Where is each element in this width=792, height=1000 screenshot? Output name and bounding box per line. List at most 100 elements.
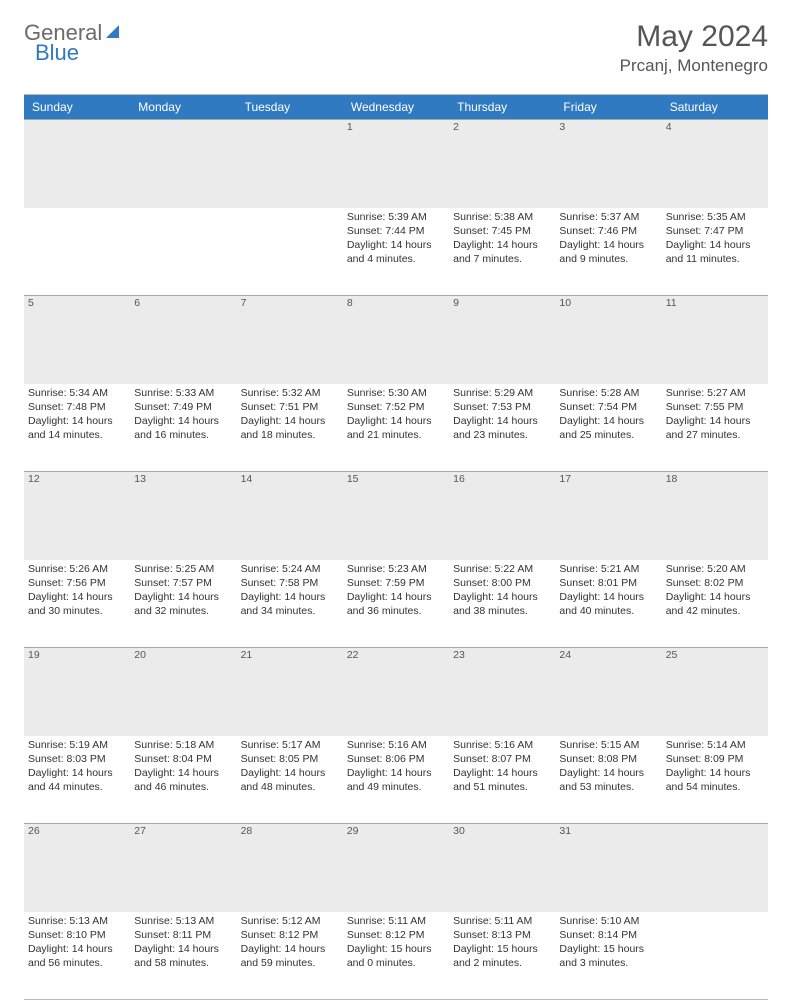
day-number: 8 — [343, 296, 449, 384]
day-cell: Sunrise: 5:13 AMSunset: 8:11 PMDaylight:… — [130, 912, 236, 1000]
sunset-text: Sunset: 8:10 PM — [28, 928, 126, 942]
day-number — [237, 120, 343, 208]
daylight-text: Daylight: 14 hours and 30 minutes. — [28, 590, 126, 618]
week-row: Sunrise: 5:34 AMSunset: 7:48 PM Daylight:… — [24, 384, 768, 472]
sunrise-text: Sunrise: 5:22 AM — [453, 562, 551, 576]
sunrise-text: Sunrise: 5:27 AM — [666, 386, 764, 400]
day-header: Monday — [130, 95, 236, 120]
sunset-text: Sunset: 7:54 PM — [559, 400, 657, 414]
daylight-text: Daylight: 14 hours and 48 minutes. — [241, 766, 339, 794]
daylight-text: Daylight: 14 hours and 23 minutes. — [453, 414, 551, 442]
daylight-text: Daylight: 14 hours and 7 minutes. — [453, 238, 551, 266]
calendar-table: SundayMondayTuesdayWednesdayThursdayFrid… — [24, 94, 768, 1000]
day-number: 30 — [449, 824, 555, 912]
sunrise-text: Sunrise: 5:17 AM — [241, 738, 339, 752]
day-number: 21 — [237, 648, 343, 736]
day-cell: Sunrise: 5:25 AMSunset: 7:57 PMDaylight:… — [130, 560, 236, 648]
daynum-row: 262728293031 — [24, 824, 768, 912]
daylight-text: Daylight: 14 hours and 11 minutes. — [666, 238, 764, 266]
daynum-row: 567891011 — [24, 296, 768, 384]
sunrise-text: Sunrise: 5:32 AM — [241, 386, 339, 400]
sunrise-text: Sunrise: 5:39 AM — [347, 210, 445, 224]
sunrise-text: Sunrise: 5:37 AM — [559, 210, 657, 224]
day-number: 18 — [662, 472, 768, 560]
daylight-text: Daylight: 14 hours and 32 minutes. — [134, 590, 232, 618]
day-cell: Sunrise: 5:17 AMSunset: 8:05 PMDaylight:… — [237, 736, 343, 824]
sunrise-text: Sunrise: 5:10 AM — [559, 914, 657, 928]
day-cell: Sunrise: 5:35 AMSunset: 7:47 PMDaylight:… — [662, 208, 768, 296]
sunrise-text: Sunrise: 5:26 AM — [28, 562, 126, 576]
sunrise-text: Sunrise: 5:14 AM — [666, 738, 764, 752]
sunrise-text: Sunrise: 5:20 AM — [666, 562, 764, 576]
day-cell: Sunrise: 5:38 AMSunset: 7:45 PMDaylight:… — [449, 208, 555, 296]
daylight-text: Daylight: 14 hours and 56 minutes. — [28, 942, 126, 970]
week-row: Sunrise: 5:13 AMSunset: 8:10 PMDaylight:… — [24, 912, 768, 1000]
day-cell: Sunrise: 5:18 AMSunset: 8:04 PMDaylight:… — [130, 736, 236, 824]
sunset-text: Sunset: 8:09 PM — [666, 752, 764, 766]
daynum-row: 19202122232425 — [24, 648, 768, 736]
daylight-text: Daylight: 14 hours and 4 minutes. — [347, 238, 445, 266]
day-number: 15 — [343, 472, 449, 560]
sunset-text: Sunset: 7:46 PM — [559, 224, 657, 238]
day-number: 20 — [130, 648, 236, 736]
day-number — [24, 120, 130, 208]
sunrise-text: Sunrise: 5:11 AM — [347, 914, 445, 928]
sunset-text: Sunset: 7:57 PM — [134, 576, 232, 590]
sunrise-text: Sunrise: 5:25 AM — [134, 562, 232, 576]
title-block: May 2024 Prcanj, Montenegro — [620, 20, 768, 76]
day-number: 10 — [555, 296, 661, 384]
week-row: Sunrise: 5:39 AMSunset: 7:44 PMDaylight:… — [24, 208, 768, 296]
sunset-text: Sunset: 7:51 PM — [241, 400, 339, 414]
month-title: May 2024 — [620, 20, 768, 54]
day-cell: Sunrise: 5:16 AMSunset: 8:07 PMDaylight:… — [449, 736, 555, 824]
sunrise-text: Sunrise: 5:38 AM — [453, 210, 551, 224]
daylight-text: Daylight: 14 hours and 36 minutes. — [347, 590, 445, 618]
daylight-text: Daylight: 14 hours and 58 minutes. — [134, 942, 232, 970]
day-cell — [24, 208, 130, 296]
day-number: 6 — [130, 296, 236, 384]
sunrise-text: Sunrise: 5:34 AM — [28, 386, 126, 400]
calendar-header-row: SundayMondayTuesdayWednesdayThursdayFrid… — [24, 95, 768, 120]
sunrise-text: Sunrise: 5:28 AM — [559, 386, 657, 400]
sunset-text: Sunset: 7:55 PM — [666, 400, 764, 414]
daylight-text: Daylight: 14 hours and 59 minutes. — [241, 942, 339, 970]
sunrise-text: Sunrise: 5:35 AM — [666, 210, 764, 224]
day-number: 5 — [24, 296, 130, 384]
sunrise-text: Sunrise: 5:19 AM — [28, 738, 126, 752]
sunset-text: Sunset: 8:02 PM — [666, 576, 764, 590]
daylight-text: Daylight: 14 hours and 54 minutes. — [666, 766, 764, 794]
day-cell — [237, 208, 343, 296]
sunset-text: Sunset: 8:12 PM — [241, 928, 339, 942]
sunset-text: Sunset: 8:03 PM — [28, 752, 126, 766]
sunset-text: Sunset: 7:52 PM — [347, 400, 445, 414]
day-cell: Sunrise: 5:15 AMSunset: 8:08 PMDaylight:… — [555, 736, 661, 824]
day-cell: Sunrise: 5:26 AMSunset: 7:56 PMDaylight:… — [24, 560, 130, 648]
day-number: 16 — [449, 472, 555, 560]
day-header: Thursday — [449, 95, 555, 120]
day-number: 9 — [449, 296, 555, 384]
sunset-text: Sunset: 8:14 PM — [559, 928, 657, 942]
daylight-text: Daylight: 14 hours and 40 minutes. — [559, 590, 657, 618]
daylight-text: Daylight: 14 hours and 9 minutes. — [559, 238, 657, 266]
day-cell: Sunrise: 5:19 AMSunset: 8:03 PMDaylight:… — [24, 736, 130, 824]
daylight-text: Daylight: 14 hours and 25 minutes. — [559, 414, 657, 442]
day-number: 26 — [24, 824, 130, 912]
day-number: 25 — [662, 648, 768, 736]
daylight-text: Daylight: 14 hours and 44 minutes. — [28, 766, 126, 794]
daylight-text: Daylight: 15 hours and 2 minutes. — [453, 942, 551, 970]
sunset-text: Sunset: 7:48 PM — [28, 400, 126, 414]
day-number: 14 — [237, 472, 343, 560]
sunset-text: Sunset: 8:11 PM — [134, 928, 232, 942]
sunrise-text: Sunrise: 5:21 AM — [559, 562, 657, 576]
day-cell: Sunrise: 5:39 AMSunset: 7:44 PMDaylight:… — [343, 208, 449, 296]
location: Prcanj, Montenegro — [620, 56, 768, 76]
sunrise-text: Sunrise: 5:24 AM — [241, 562, 339, 576]
day-header: Saturday — [662, 95, 768, 120]
daylight-text: Daylight: 14 hours and 38 minutes. — [453, 590, 551, 618]
sunset-text: Sunset: 7:59 PM — [347, 576, 445, 590]
day-header: Wednesday — [343, 95, 449, 120]
day-number: 13 — [130, 472, 236, 560]
day-number — [130, 120, 236, 208]
sunset-text: Sunset: 7:53 PM — [453, 400, 551, 414]
day-number: 12 — [24, 472, 130, 560]
